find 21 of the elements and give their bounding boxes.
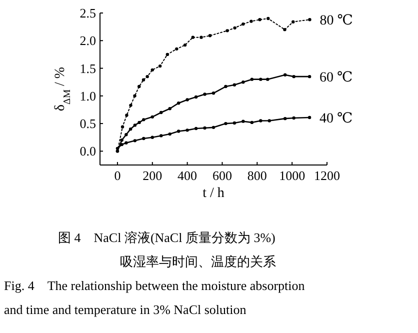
x-tick-label: 800	[247, 168, 267, 183]
y-tick-label: 1.5	[80, 60, 96, 76]
caption: Fig. 4 The relationship between the moisture absorption	[4, 277, 305, 295]
x-tick-label: 200	[142, 168, 162, 183]
x-tick-label: 400	[178, 168, 198, 183]
caption: 图 4 NaCl 溶液(NaCl 质量分数为 3%)	[58, 229, 276, 247]
x-axis-title: t / h	[202, 186, 224, 201]
x-tick-label: 1200	[314, 168, 340, 183]
text: 吸湿率与时间、温度的关系	[120, 253, 276, 271]
text: and time and temperature in 3% NaCl solution	[4, 301, 246, 319]
x-tick-label: 1000	[279, 168, 306, 183]
y-tick-label: 1.0	[80, 88, 96, 104]
series-label: 80 ℃	[320, 14, 353, 29]
x-tick-label: 0	[114, 168, 121, 183]
x-tick-label: 600	[212, 168, 232, 183]
series-label: 40 ℃	[320, 111, 353, 126]
series-label: 60 ℃	[320, 70, 353, 86]
y-tick-label: 0.0	[80, 144, 96, 159]
y-tick-label: 2.5	[80, 6, 96, 20]
y-tick-label: 0.5	[80, 116, 96, 132]
y-tick-label: 2.0	[80, 33, 96, 48]
